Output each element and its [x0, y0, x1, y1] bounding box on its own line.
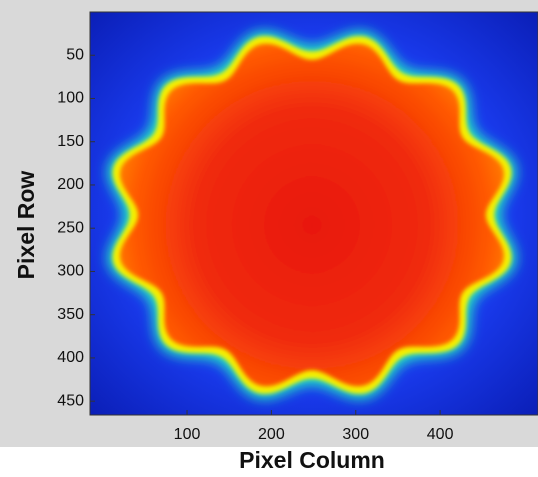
y-tick-label: 100 [57, 90, 84, 107]
y-tick-label: 350 [57, 306, 84, 323]
y-tick-label: 400 [57, 349, 84, 366]
image-core [120, 43, 504, 387]
y-tick-label: 300 [57, 263, 84, 280]
x-axis-label: Pixel Column [239, 447, 385, 473]
x-tick-label: 400 [427, 426, 454, 443]
y-axis-label: Pixel Row [13, 171, 39, 280]
y-tick-label: 200 [57, 176, 84, 193]
y-tick-label: 150 [57, 133, 84, 150]
x-tick-label: 300 [342, 426, 369, 443]
axes-frame [89, 11, 538, 416]
x-tick-label: 100 [174, 426, 201, 443]
plot-area [90, 12, 538, 415]
x-tick-label: 200 [258, 426, 285, 443]
y-tick-label: 50 [66, 46, 84, 63]
y-tick-label: 450 [57, 392, 84, 409]
y-tick-label: 250 [57, 219, 84, 236]
